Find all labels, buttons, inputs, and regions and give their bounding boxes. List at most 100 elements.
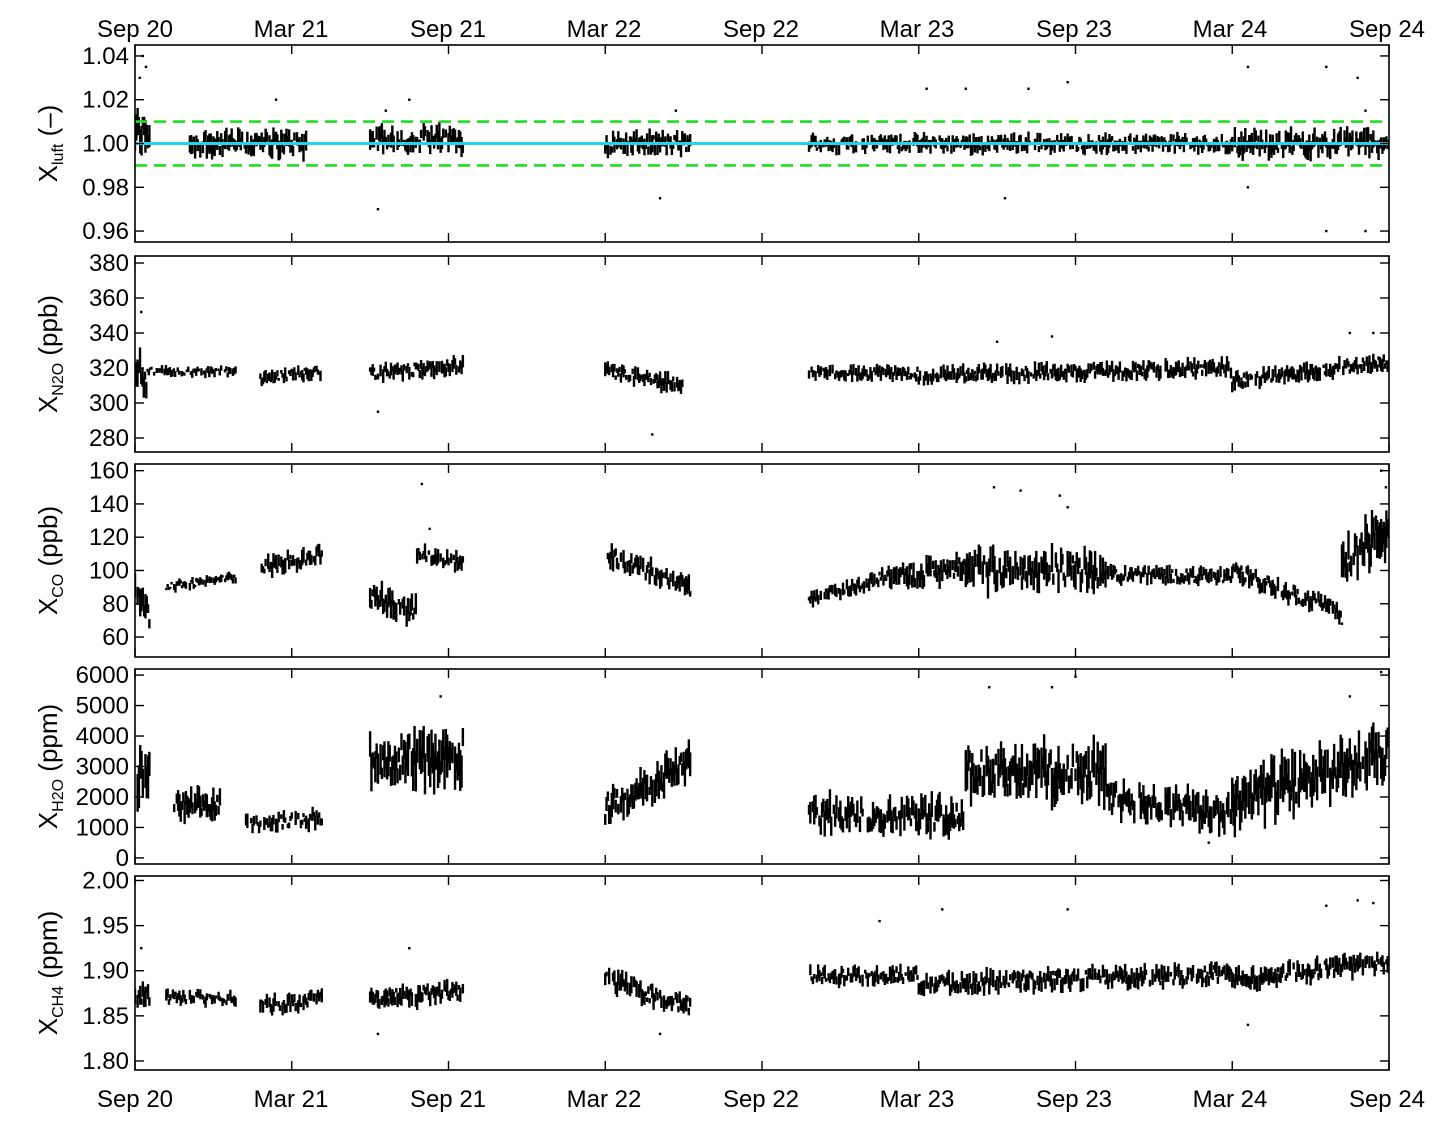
data-point <box>1366 361 1370 374</box>
data-point <box>847 796 850 819</box>
data-point <box>430 988 433 995</box>
data-point <box>1250 574 1254 586</box>
data-point <box>201 794 205 808</box>
data-point <box>1117 574 1120 581</box>
data-point <box>1044 980 1047 989</box>
data-point <box>1148 797 1152 807</box>
data-point <box>184 582 188 589</box>
data-point <box>835 587 838 597</box>
data-point <box>968 750 971 763</box>
data-point <box>247 141 250 155</box>
data-point <box>1152 134 1156 147</box>
data-point <box>1368 145 1371 159</box>
data-point <box>1040 976 1043 992</box>
data-point <box>924 371 927 381</box>
data-point <box>1087 968 1090 978</box>
data-point <box>811 370 815 378</box>
data-point <box>988 367 991 380</box>
data-point <box>1234 562 1238 571</box>
data-point <box>674 135 677 142</box>
data-point <box>884 973 888 983</box>
data-point <box>1084 374 1088 380</box>
data-point <box>1002 565 1005 588</box>
data-point <box>917 376 920 385</box>
data-point <box>892 371 896 376</box>
data-point <box>1084 969 1088 975</box>
y-axis-title: XCO (ppb) <box>33 506 67 615</box>
data-point <box>295 1002 299 1009</box>
data-point <box>1197 143 1200 155</box>
data-point <box>1219 566 1222 578</box>
data-point <box>1334 766 1337 779</box>
data-point <box>861 583 864 588</box>
data-point <box>631 139 634 156</box>
y-tick-label: 1.80 <box>82 1048 129 1075</box>
data-point <box>392 615 395 619</box>
data-point <box>1255 975 1259 992</box>
data-point <box>1312 133 1315 148</box>
data-point <box>1351 760 1354 798</box>
data-point <box>1244 381 1247 388</box>
y-tick-label: 2000 <box>76 784 129 811</box>
data-point <box>427 362 431 370</box>
data-point <box>1295 375 1298 383</box>
data-point <box>1173 800 1176 813</box>
data-point <box>1130 968 1133 984</box>
data-point <box>294 372 297 381</box>
data-point <box>938 135 941 141</box>
data-point <box>1092 143 1095 151</box>
data-point <box>632 796 636 809</box>
data-point <box>1133 571 1136 576</box>
data-point <box>1036 571 1039 593</box>
data-point <box>1340 737 1344 765</box>
data-point <box>287 129 291 147</box>
data-point <box>315 365 318 372</box>
data-point <box>662 772 666 799</box>
data-point <box>1174 970 1178 976</box>
y-tick-label: 140 <box>89 491 129 518</box>
data-point <box>617 368 620 377</box>
data-point <box>1153 134 1157 146</box>
data-point <box>622 550 625 569</box>
data-point <box>1011 566 1014 585</box>
data-point <box>1246 975 1250 985</box>
data-point <box>1033 361 1037 376</box>
data-point <box>635 981 638 997</box>
data-point <box>1123 367 1127 375</box>
data-point <box>179 580 182 584</box>
data-point <box>653 779 657 803</box>
data-point <box>1329 767 1332 808</box>
data-point <box>415 994 419 1011</box>
data-point <box>1254 568 1257 579</box>
data-point <box>878 810 881 833</box>
data-point <box>1321 603 1324 611</box>
data-point <box>669 573 672 582</box>
data-point <box>843 136 846 142</box>
data-point <box>440 989 444 999</box>
data-point <box>315 810 318 817</box>
data-point <box>614 375 617 380</box>
data-point <box>1197 360 1200 369</box>
data-point <box>1084 751 1088 770</box>
data-point <box>942 976 945 984</box>
data-point <box>272 553 275 568</box>
data-point <box>1336 960 1340 975</box>
data-point <box>1028 760 1031 791</box>
data-point <box>1014 550 1017 579</box>
data-point <box>666 757 670 778</box>
data-point <box>307 370 310 382</box>
data-point <box>282 373 286 384</box>
data-point <box>229 573 232 579</box>
data-point <box>1007 366 1011 376</box>
data-point <box>853 964 856 977</box>
data-point <box>1248 575 1251 589</box>
data-point <box>822 967 825 977</box>
data-point <box>1343 557 1346 568</box>
data-point <box>1139 573 1143 584</box>
data-point <box>1352 759 1355 786</box>
data-point <box>1378 522 1382 559</box>
data-point <box>833 969 837 980</box>
data-point <box>212 369 215 373</box>
data-point <box>196 139 199 152</box>
data-point <box>1185 793 1188 815</box>
